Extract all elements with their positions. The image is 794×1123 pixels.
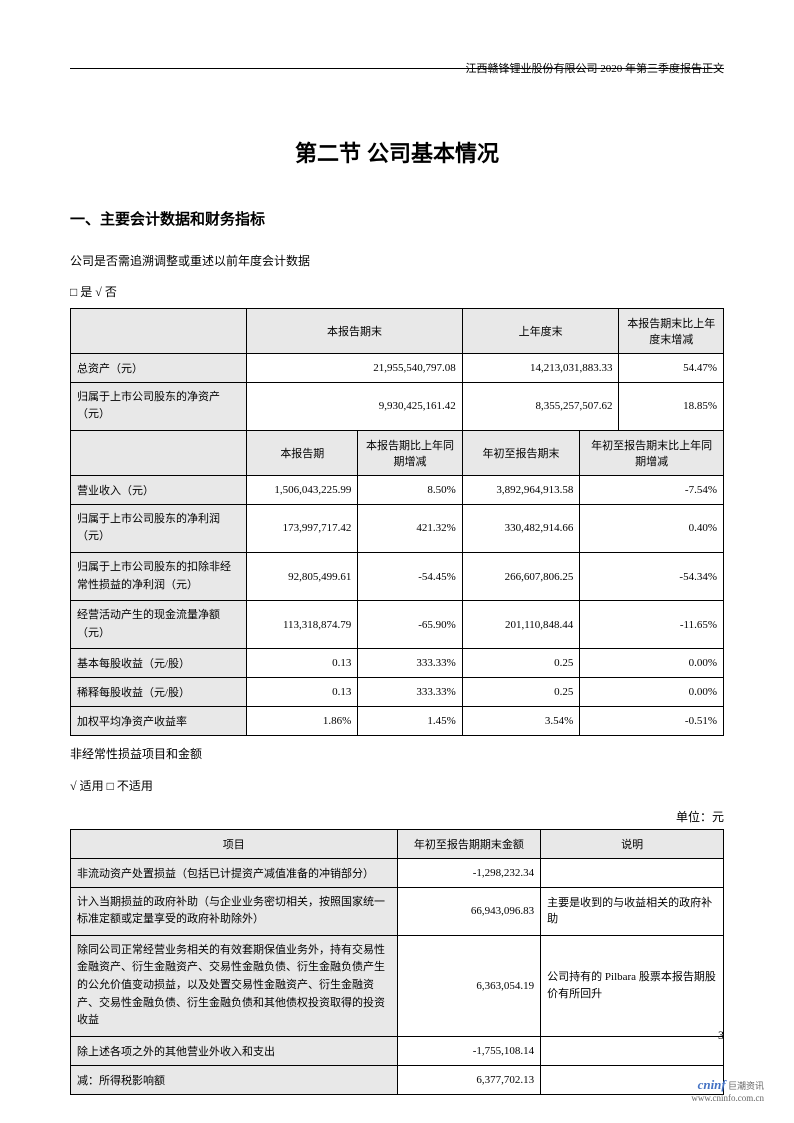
- table-row: 非流动资产处置损益（包括已计提资产减值准备的冲销部分） -1,298,232.3…: [71, 858, 724, 887]
- cell: -54.34%: [580, 552, 724, 600]
- row-label: 除上述各项之外的其他营业外收入和支出: [71, 1036, 398, 1065]
- row-label: 加权平均净资产收益率: [71, 707, 247, 736]
- header-divider: [70, 68, 724, 69]
- table-row: 归属于上市公司股东的净利润（元） 173,997,717.42 421.32% …: [71, 504, 724, 552]
- cell: 0.00%: [580, 649, 724, 678]
- subsection-title: 一、主要会计数据和财务指标: [70, 208, 724, 229]
- t1-h2: 本报告期末: [247, 308, 462, 353]
- table-row: 稀释每股收益（元/股） 0.13 333.33% 0.25 0.00%: [71, 678, 724, 707]
- table-row: 营业收入（元） 1,506,043,225.99 8.50% 3,892,964…: [71, 475, 724, 504]
- table-row: 加权平均净资产收益率 1.86% 1.45% 3.54% -0.51%: [71, 707, 724, 736]
- cell: 18.85%: [619, 382, 724, 430]
- row-label: 稀释每股收益（元/股）: [71, 678, 247, 707]
- table-row: 除上述各项之外的其他营业外收入和支出 -1,755,108.14: [71, 1036, 724, 1065]
- row-label: 计入当期损益的政府补助（与企业业务密切相关，按照国家统一标准定额或定量享受的政府…: [71, 887, 398, 935]
- cell: 6,363,054.19: [397, 935, 541, 1036]
- cell: 173,997,717.42: [247, 504, 358, 552]
- cell: 主要是收到的与收益相关的政府补助: [541, 887, 724, 935]
- cell: 266,607,806.25: [462, 552, 580, 600]
- cell: -54.45%: [358, 552, 462, 600]
- t1b-blank: [71, 430, 247, 475]
- cell: 1,506,043,225.99: [247, 475, 358, 504]
- cell: 6,377,702.13: [397, 1065, 541, 1094]
- t1b-h4: 年初至报告期末: [462, 430, 580, 475]
- cell: 0.25: [462, 678, 580, 707]
- cell: 421.32%: [358, 504, 462, 552]
- cell: 66,943,096.83: [397, 887, 541, 935]
- t1b-h3: 本报告期比上年同期增减: [358, 430, 462, 475]
- brand-cn: 巨潮资讯: [728, 1081, 764, 1091]
- cell: -1,298,232.34: [397, 858, 541, 887]
- question-text: 公司是否需追溯调整或重述以前年度会计数据: [70, 251, 724, 273]
- brand-name: cninf: [698, 1077, 726, 1092]
- t2-h3: 说明: [541, 829, 724, 858]
- cell: 201,110,848.44: [462, 601, 580, 649]
- row-label: 除同公司正常经营业务相关的有效套期保值业务外，持有交易性金融资产、衍生金融资产、…: [71, 935, 398, 1036]
- table-row: 除同公司正常经营业务相关的有效套期保值业务外，持有交易性金融资产、衍生金融资产、…: [71, 935, 724, 1036]
- table-row: 总资产（元） 21,955,540,797.08 14,213,031,883.…: [71, 353, 724, 382]
- page-number: 3: [718, 1028, 724, 1043]
- cell: 330,482,914.66: [462, 504, 580, 552]
- t1b-h5: 年初至报告期末比上年同期增减: [580, 430, 724, 475]
- table-row: 归属于上市公司股东的扣除非经常性损益的净利润（元） 92,805,499.61 …: [71, 552, 724, 600]
- cell: 21,955,540,797.08: [247, 353, 462, 382]
- row-label: 归属于上市公司股东的扣除非经常性损益的净利润（元）: [71, 552, 247, 600]
- cell: 14,213,031,883.33: [462, 353, 619, 382]
- row-label: 非流动资产处置损益（包括已计提资产减值准备的冲销部分）: [71, 858, 398, 887]
- t1-h3: 上年度末: [462, 308, 619, 353]
- cell: 1.45%: [358, 707, 462, 736]
- cell: -1,755,108.14: [397, 1036, 541, 1065]
- cell: 1.86%: [247, 707, 358, 736]
- section-title: 第二节 公司基本情况: [70, 136, 724, 168]
- row-label: 基本每股收益（元/股）: [71, 649, 247, 678]
- t1-blank: [71, 308, 247, 353]
- table-row: 基本每股收益（元/股） 0.13 333.33% 0.25 0.00%: [71, 649, 724, 678]
- cell: 0.40%: [580, 504, 724, 552]
- t2-h1: 项目: [71, 829, 398, 858]
- cell: 333.33%: [358, 649, 462, 678]
- cell: -11.65%: [580, 601, 724, 649]
- cell: 9,930,425,161.42: [247, 382, 462, 430]
- cell: -0.51%: [580, 707, 724, 736]
- t1b-h2: 本报告期: [247, 430, 358, 475]
- cell: 公司持有的 Pilbara 股票本报告期股价有所回升: [541, 935, 724, 1036]
- brand-url: www.cninfo.com.cn: [691, 1093, 764, 1103]
- row-label: 经营活动产生的现金流量净额（元）: [71, 601, 247, 649]
- table-row: 减：所得税影响额 6,377,702.13: [71, 1065, 724, 1094]
- table-row: 经营活动产生的现金流量净额（元） 113,318,874.79 -65.90% …: [71, 601, 724, 649]
- checkbox-answer: □ 是 √ 否: [70, 283, 724, 300]
- cell: 113,318,874.79: [247, 601, 358, 649]
- footer-logo: cninf 巨潮资讯 www.cninfo.com.cn: [691, 1077, 764, 1103]
- cell: 0.13: [247, 678, 358, 707]
- row-label: 总资产（元）: [71, 353, 247, 382]
- cell: 8.50%: [358, 475, 462, 504]
- t2-h2: 年初至报告期期末金额: [397, 829, 541, 858]
- table-row: 归属于上市公司股东的净资产（元） 9,930,425,161.42 8,355,…: [71, 382, 724, 430]
- cell: 3.54%: [462, 707, 580, 736]
- cell: 54.47%: [619, 353, 724, 382]
- financial-table-2: 项目 年初至报告期期末金额 说明 非流动资产处置损益（包括已计提资产减值准备的冲…: [70, 829, 724, 1095]
- cell: 0.25: [462, 649, 580, 678]
- row-label: 归属于上市公司股东的净资产（元）: [71, 382, 247, 430]
- cell: 3,892,964,913.58: [462, 475, 580, 504]
- row-label: 营业收入（元）: [71, 475, 247, 504]
- row-label: 归属于上市公司股东的净利润（元）: [71, 504, 247, 552]
- financial-table-1: 本报告期末 上年度末 本报告期末比上年度末增减 总资产（元） 21,955,54…: [70, 308, 724, 737]
- cell: -65.90%: [358, 601, 462, 649]
- note-checkbox: √ 适用 □ 不适用: [70, 776, 724, 798]
- row-label: 减：所得税影响额: [71, 1065, 398, 1094]
- table-row: 计入当期损益的政府补助（与企业业务密切相关，按照国家统一标准定额或定量享受的政府…: [71, 887, 724, 935]
- cell: 92,805,499.61: [247, 552, 358, 600]
- cell: 0.00%: [580, 678, 724, 707]
- unit-label: 单位：元: [70, 808, 724, 825]
- cell: 8,355,257,507.62: [462, 382, 619, 430]
- cell: -7.54%: [580, 475, 724, 504]
- cell: [541, 1036, 724, 1065]
- cell: [541, 858, 724, 887]
- cell: 333.33%: [358, 678, 462, 707]
- t1-h4: 本报告期末比上年度末增减: [619, 308, 724, 353]
- cell: 0.13: [247, 649, 358, 678]
- note-text: 非经常性损益项目和金额: [70, 744, 724, 766]
